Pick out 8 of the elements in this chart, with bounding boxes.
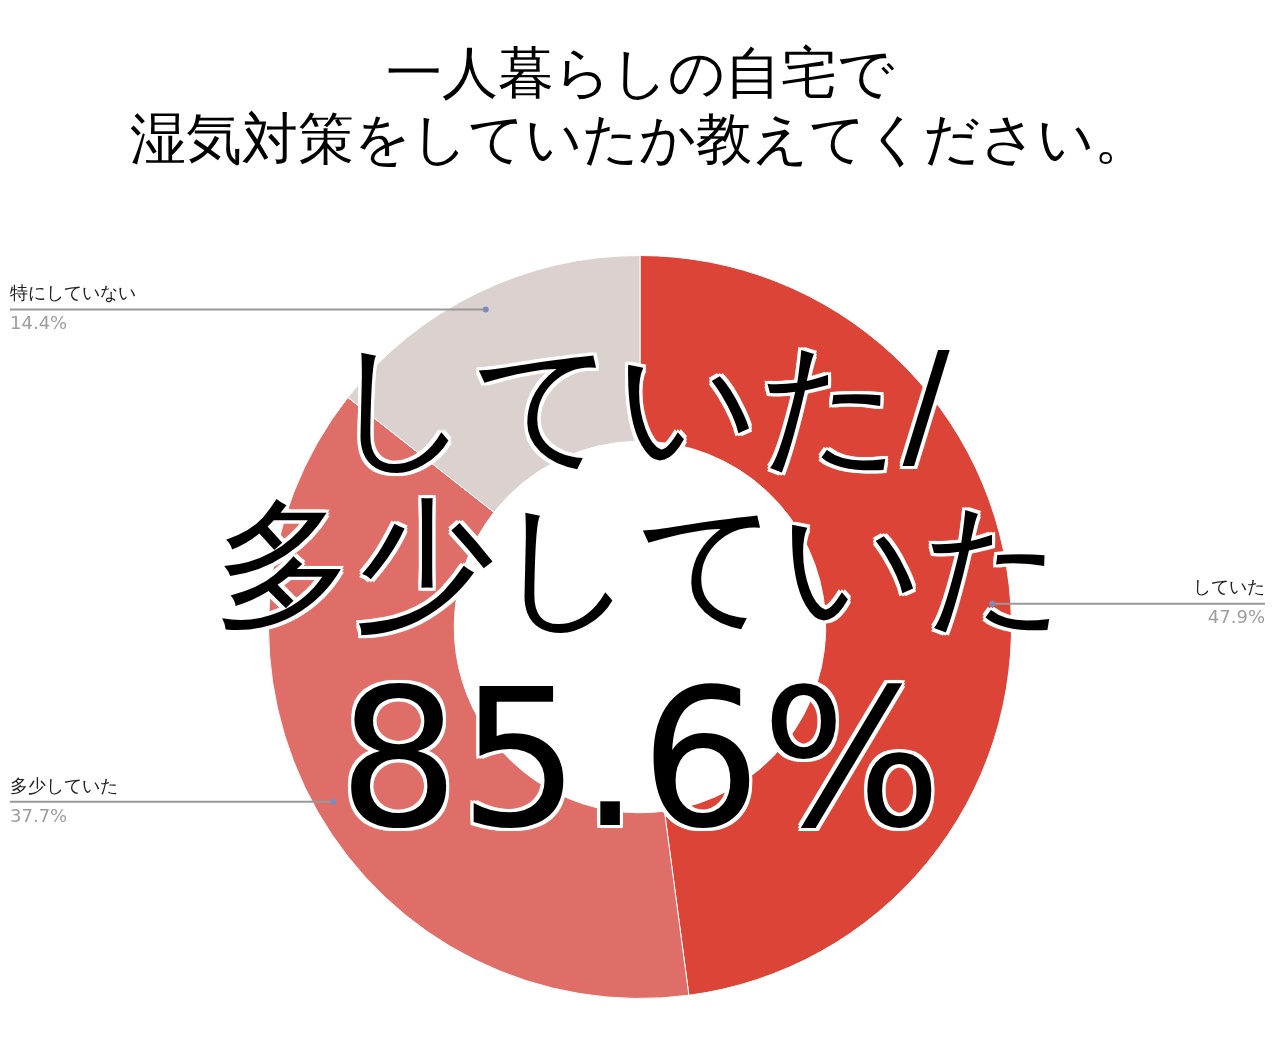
slice-label: 多少していた [10, 774, 118, 796]
chart-subtitle: 湿気対策をしていたか教えてください。 [129, 106, 1151, 172]
slice-label: 特にしていない [10, 282, 136, 304]
slice-label: していた [1193, 576, 1265, 598]
data-label: 37.7% [10, 804, 68, 826]
data-label: 47.9% [1207, 606, 1265, 628]
data-label: 14.4% [10, 312, 68, 334]
chart-title: 一人暮らしの自宅で [385, 40, 895, 106]
